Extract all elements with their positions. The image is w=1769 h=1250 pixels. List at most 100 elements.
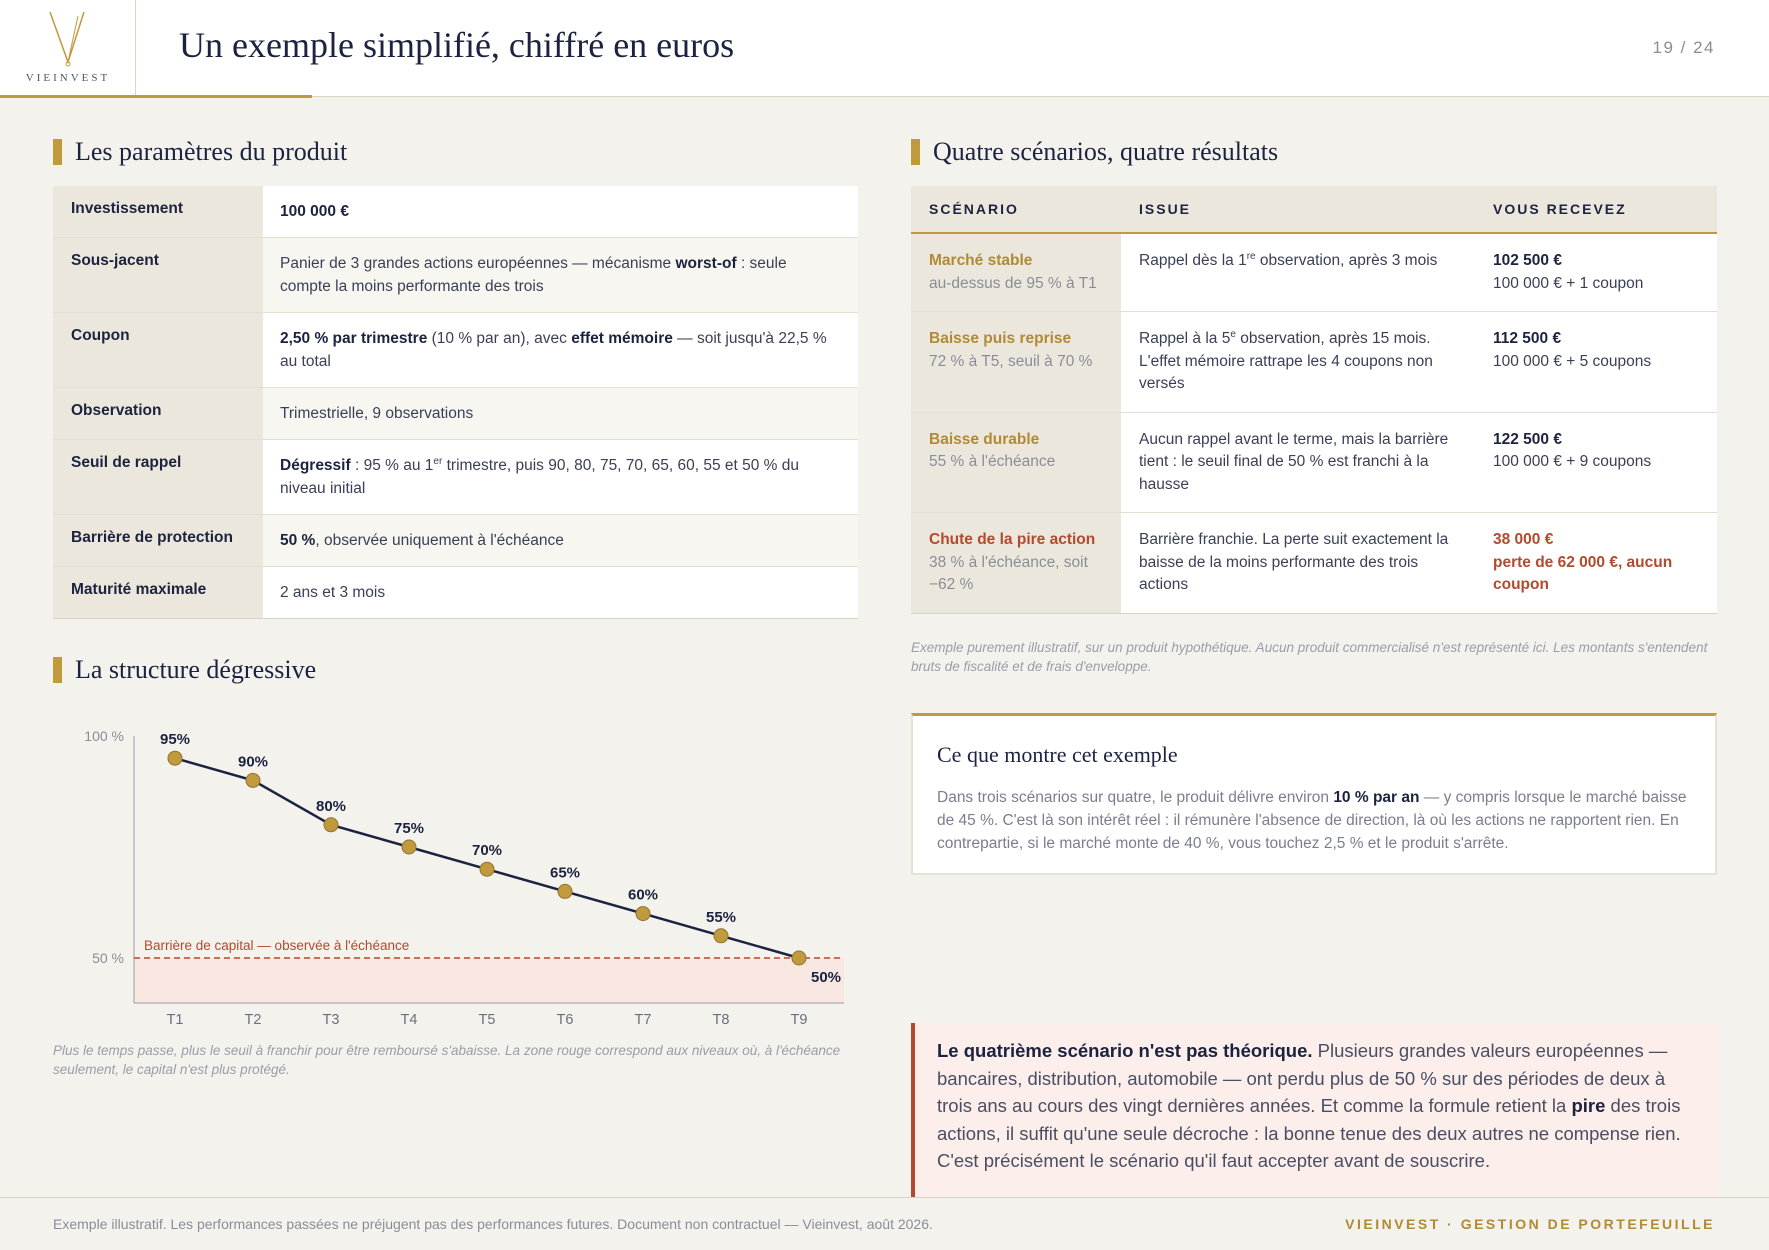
text-run: , observée uniquement à l'échéance [315, 532, 564, 549]
param-label: Coupon [53, 313, 263, 387]
scenario-row: Baisse durable 55 % à l'échéance Aucun rap… [911, 411, 1717, 513]
text-run: — soit jusqu'à 22,5 % au total [280, 330, 827, 370]
y-tick-label: 50 % [92, 950, 124, 966]
param-value: 2,50 % par trimestre (10 % par an), avec… [263, 313, 858, 387]
param-value: Dégressif : 95 % au 1er trimestre, puis … [263, 440, 858, 514]
scenarios-table-body: Marché stable au-dessus de 95 % à T1 Rappe… [911, 234, 1717, 613]
scenario-result: 38 000 € perte de 62 000 €, aucun coupon [1475, 513, 1717, 613]
structure-title-text: La structure dégressive [75, 655, 317, 684]
page-header: VIEINVEST Un exemple simplifié, chiffré … [0, 0, 1769, 97]
text-run: Panier de 3 grandes actions européennes … [280, 255, 676, 272]
text-run: 50 % [280, 532, 316, 549]
x-tick-label: T1 [167, 1012, 184, 1028]
page-title: Un exemple simplifié, chiffré en euros [179, 25, 735, 65]
structure-section-title: La structure dégressive [53, 655, 316, 685]
text-run: 2 ans et 3 mois [280, 584, 386, 601]
text-run: : 95 % au 1 [350, 457, 434, 474]
param-value: Panier de 3 grandes actions européennes … [263, 238, 858, 312]
text-run: Dégressif [280, 457, 351, 474]
scenario-row: Chute de la pire action 38 % à l'échéance… [911, 512, 1717, 613]
barrier-label: Barrière de capital — observée à l'échéa… [144, 938, 409, 953]
callout-title: Ce que montre cet exemple [937, 742, 1178, 767]
text-run: worst-of [675, 255, 737, 272]
text-run: Rappel dès la 1 [1139, 252, 1247, 269]
scenario-condition: 55 % à l'échéance [929, 453, 1056, 470]
chart-note: Plus le temps passe, plus le seuil à fra… [53, 1043, 841, 1077]
text-run: re [1246, 250, 1256, 262]
scenario-issue: Rappel dès la 1re observation, après 3 m… [1121, 234, 1475, 311]
page-footer: Exemple illustratif. Les performances pa… [0, 1197, 1769, 1250]
param-value: 50 %, observée uniquement à l'échéance [263, 515, 858, 566]
scenarios-section-title: Quatre scénarios, quatre résultats [911, 137, 1278, 167]
data-label: 90% [238, 753, 268, 770]
scenario-condition: au-dessus de 95 % à T1 [929, 274, 1097, 292]
text-run: observation, après 3 mois [1255, 252, 1438, 269]
text-run: — y compris lorsque le marché baisse de … [937, 789, 1687, 852]
scenario-amount: 112 500 € [1493, 330, 1562, 347]
scenario-cell: Chute de la pire action 38 % à l'échéance… [911, 513, 1121, 613]
scenario-condition: 38 % à l'échéance, soit −62 % [929, 553, 1088, 594]
x-tick-label: T2 [245, 1012, 262, 1028]
scenario-name: Baisse puis reprise [929, 330, 1072, 347]
x-tick-label: T8 [713, 1012, 730, 1028]
text-run: (10 % par an), avec [427, 330, 572, 347]
text-run: observation, après 15 mois. L'effet mémo… [1139, 330, 1433, 392]
logo[interactable]: VIEINVEST [0, 0, 136, 96]
scenarios-note: Exemple purement illustratif, sur un pro… [911, 640, 1708, 674]
param-label: Investissement [53, 186, 263, 237]
barrier-zone [134, 958, 844, 1003]
data-label: 70% [472, 842, 502, 859]
data-point [791, 950, 807, 966]
text-run: trimestre, puis 90, 80, 75, 70, 65, 60, … [280, 457, 800, 497]
header-accent-line [0, 95, 312, 98]
text-run: Barrière franchie. La perte suit exactem… [1139, 531, 1449, 593]
data-point [479, 861, 495, 877]
scenario-amount: 122 500 € [1493, 430, 1562, 448]
param-value: Trimestrielle, 9 observations [263, 388, 858, 439]
data-point [167, 750, 183, 766]
data-label: 65% [550, 864, 580, 881]
text-run: Plusieurs grandes valeurs européennes — … [937, 1040, 1668, 1116]
section-marker [53, 139, 62, 165]
header-scenario: SCÉNARIO [929, 201, 1019, 217]
scenario-issue: Barrière franchie. La perte suit exactem… [1121, 513, 1475, 613]
data-label: 80% [316, 798, 346, 815]
scenario-cell: Marché stable au-dessus de 95 % à T1 [911, 234, 1121, 311]
param-row: Investissement 100 000 € [53, 186, 858, 237]
param-value: 2 ans et 3 mois [263, 567, 858, 618]
data-point [401, 839, 417, 855]
header-amount: VOUS RECEVEZ [1493, 201, 1627, 217]
param-label: Sous-jacent [53, 238, 263, 312]
scenario-result: 102 500 € 100 000 € + 1 coupon [1475, 234, 1717, 311]
scenario-condition: 72 % à T5, seuil à 70 % [929, 352, 1093, 370]
text-run: 100 000 € [280, 203, 349, 220]
scenario-result: 122 500 € 100 000 € + 9 coupons [1475, 413, 1717, 513]
y-tick-label: 100 % [84, 728, 124, 744]
data-point [323, 817, 339, 833]
logo-text: VIEINVEST [25, 72, 111, 84]
scenario-row: Baisse puis reprise 72 % à T5, seuil à 70… [911, 311, 1717, 412]
param-row: Maturité maximale 2 ans et 3 mois [53, 566, 858, 618]
param-row: Observation Trimestrielle, 9 observations [53, 387, 858, 439]
text-run: Le quatrième scénario n'est pas théoriqu… [937, 1040, 1313, 1061]
text-run: effet mémoire [571, 330, 673, 347]
scenario-detail: 100 000 € + 1 coupon [1493, 274, 1644, 292]
scenario-cell: Baisse puis reprise 72 % à T5, seuil à 70… [911, 312, 1121, 412]
data-label: 75% [394, 820, 424, 837]
params-table: Investissement 100 000 € Sous-jacent Panier… [53, 186, 858, 619]
scenario-amount: 102 500 € [1493, 252, 1562, 269]
text-run: Aucun rappel avant le terme, mais la bar… [1139, 430, 1449, 493]
text-run: 10 % par an [1333, 789, 1420, 806]
data-point [635, 906, 651, 922]
param-row: Barrière de protection 50 %, observée uni… [53, 514, 858, 566]
data-label: 55% [706, 909, 736, 926]
param-row: Seuil de rappel Dégressif : 95 % au 1er t… [53, 439, 858, 514]
scenario-detail: 100 000 € + 9 coupons [1493, 453, 1652, 470]
section-marker [53, 657, 62, 683]
params-section-title: Les paramètres du produit [53, 137, 347, 167]
x-tick-label: T6 [557, 1012, 574, 1028]
scenario-result: 112 500 € 100 000 € + 5 coupons [1475, 312, 1717, 412]
footer-disclaimer: Exemple illustratif. Les performances pa… [53, 1216, 933, 1232]
param-label: Seuil de rappel [53, 440, 263, 514]
example-callout: Ce que montre cet exemple Dans trois scé… [911, 713, 1717, 875]
